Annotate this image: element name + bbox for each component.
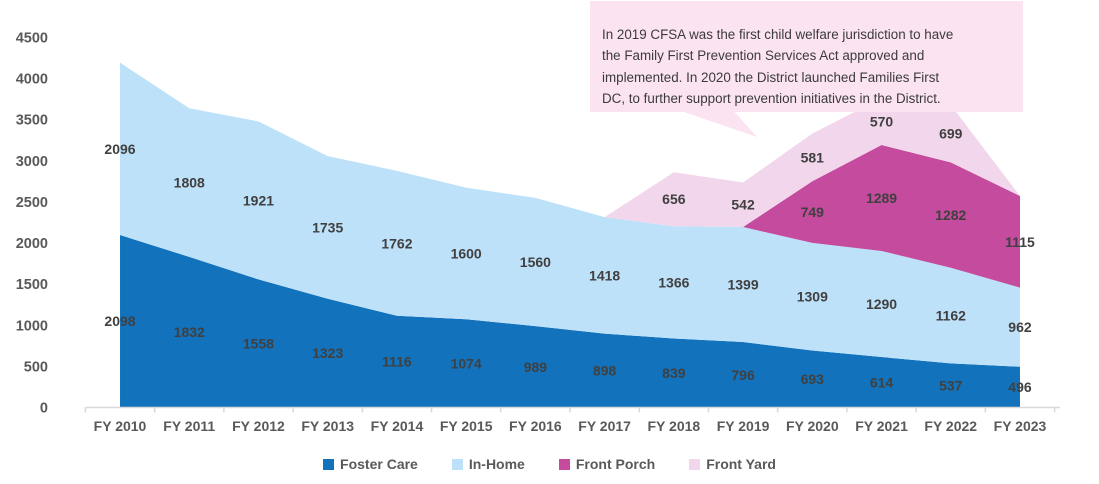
y-axis-label: 500: [24, 359, 48, 375]
data-label-foster-care-fy-2012: 1558: [243, 335, 274, 351]
legend-item-foster-care: Foster Care: [323, 456, 418, 472]
legend-label-front-porch: Front Porch: [575, 456, 656, 472]
data-label-in-home-fy-2014: 1762: [381, 235, 412, 251]
data-label-front-porch-fy-2022: 1282: [935, 207, 966, 223]
data-label-in-home-fy-2020: 1309: [797, 289, 828, 305]
data-label-foster-care-fy-2023: 496: [1008, 379, 1032, 395]
y-axis-label: 2500: [16, 195, 48, 211]
legend-item-front-porch: Front Porch: [558, 456, 656, 472]
data-label-foster-care-fy-2020: 693: [801, 371, 825, 387]
x-axis-label: FY 2019: [717, 418, 770, 434]
data-label-front-porch-fy-2023: 1115: [1005, 234, 1035, 250]
data-label-foster-care-fy-2015: 1074: [451, 355, 482, 371]
legend-label-foster-care: Foster Care: [340, 456, 418, 472]
annotation-text: In 2019 CFSA was the first child welfare…: [602, 27, 954, 106]
y-axis-label: 1000: [16, 318, 48, 334]
chart-legend: Foster Care In-Home Front Porch Front Yard: [0, 452, 1099, 476]
x-axis-label: FY 2023: [994, 418, 1047, 434]
x-axis-label: FY 2011: [163, 418, 215, 434]
data-label-foster-care-fy-2013: 1323: [312, 345, 343, 361]
y-axis-label: 1500: [16, 277, 48, 293]
legend-item-in-home: In-Home: [451, 456, 525, 472]
x-axis-label: FY 2013: [301, 418, 354, 434]
data-label-foster-care-fy-2016: 989: [524, 359, 548, 375]
area-front-porch: [120, 62, 1020, 288]
legend-label-front-yard: Front Yard: [706, 456, 776, 472]
data-label-in-home-fy-2019: 1399: [727, 277, 758, 293]
data-label-in-home-fy-2022: 1162: [936, 308, 967, 324]
data-label-foster-care-fy-2011: 1832: [174, 324, 205, 340]
data-label-in-home-fy-2023: 962: [1008, 319, 1032, 335]
x-axis-label: FY 2010: [94, 418, 147, 434]
data-label-in-home-fy-2013: 1735: [312, 219, 343, 235]
data-label-foster-care-fy-2014: 1116: [382, 354, 412, 370]
x-axis-label: FY 2012: [232, 418, 285, 434]
y-axis-label: 0: [40, 401, 48, 417]
legend-swatch-in-home: [451, 458, 463, 470]
data-label-foster-care-fy-2022: 537: [939, 377, 963, 393]
legend-swatch-front-yard: [689, 458, 701, 470]
legend-swatch-front-porch: [558, 458, 570, 470]
y-axis-label: 4500: [16, 31, 48, 47]
x-axis-label: FY 2018: [648, 418, 701, 434]
x-axis-label: FY 2022: [924, 418, 977, 434]
y-axis-label: 2000: [16, 236, 48, 252]
area-in-home: [120, 62, 1020, 367]
data-label-front-porch-fy-2020: 749: [801, 204, 825, 220]
y-axis-label: 3000: [16, 154, 48, 170]
data-label-front-yard-fy-2019: 542: [731, 197, 755, 213]
data-label-in-home-fy-2017: 1418: [589, 267, 620, 283]
data-label-in-home-fy-2021: 1290: [866, 296, 897, 312]
legend-swatch-foster-care: [323, 458, 335, 470]
annotation-callout: In 2019 CFSA was the first child welfare…: [590, 1, 1023, 113]
x-axis-label: FY 2017: [578, 418, 631, 434]
data-label-in-home-fy-2011: 1808: [174, 175, 205, 191]
x-axis-label: FY 2014: [371, 418, 424, 434]
data-label-front-yard-fy-2022: 699: [939, 126, 963, 142]
data-label-front-yard-fy-2020: 581: [801, 149, 825, 165]
data-label-foster-care-fy-2021: 614: [870, 374, 894, 390]
x-axis-label: FY 2020: [786, 418, 839, 434]
data-label-in-home-fy-2016: 1560: [520, 254, 551, 270]
data-label-foster-care-fy-2018: 839: [662, 365, 686, 381]
data-label-front-porch-fy-2021: 1289: [866, 190, 897, 206]
data-label-foster-care-fy-2017: 898: [593, 363, 617, 379]
data-label-in-home-fy-2012: 1921: [243, 192, 274, 208]
data-label-in-home-fy-2010: 2096: [104, 141, 135, 157]
data-label-in-home-fy-2018: 1366: [658, 274, 689, 290]
area-front-yard: [120, 62, 1020, 228]
y-axis-label: 3500: [16, 113, 48, 129]
data-label-foster-care-fy-2010: 2098: [104, 313, 135, 329]
area-foster-care: [120, 234, 1020, 408]
legend-label-in-home: In-Home: [468, 456, 525, 472]
data-label-front-yard-fy-2018: 656: [662, 191, 686, 207]
x-axis-label: FY 2016: [509, 418, 562, 434]
data-label-foster-care-fy-2019: 796: [731, 367, 755, 383]
x-axis-label: FY 2015: [440, 418, 493, 434]
legend-item-front-yard: Front Yard: [689, 456, 776, 472]
y-axis-label: 4000: [16, 72, 48, 88]
x-axis-label: FY 2021: [855, 418, 908, 434]
data-label-front-yard-fy-2021: 570: [870, 114, 894, 130]
data-label-in-home-fy-2015: 1600: [451, 245, 482, 261]
